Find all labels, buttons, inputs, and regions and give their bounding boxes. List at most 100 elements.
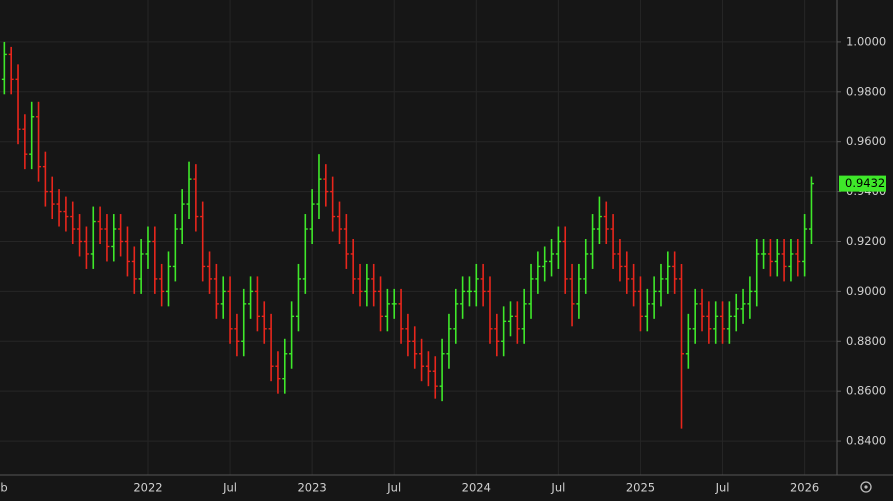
ohlc-bar: [802, 214, 808, 277]
ohlc-bar: [1, 41, 7, 95]
ohlc-bar: [241, 288, 247, 357]
ohlc-bar: [289, 301, 295, 369]
ohlc-bar: [637, 276, 643, 332]
ohlc-bar: [166, 251, 171, 307]
ohlc-bar: [747, 276, 753, 319]
y-tick-label: 0.9000: [846, 284, 886, 298]
ohlc-bar: [528, 263, 534, 319]
ohlc-bar: [138, 238, 144, 294]
ohlc-bar: [610, 214, 616, 269]
ohlc-bar: [254, 276, 260, 332]
x-tick-label: Jul: [715, 481, 730, 495]
ohlc-bar: [36, 101, 42, 182]
ohlc-bar: [398, 288, 404, 344]
ohlc-bar: [323, 164, 329, 207]
ohlc-bar: [227, 276, 233, 344]
ohlc-bar: [740, 288, 746, 324]
x-tick-label: Jul: [222, 481, 237, 495]
y-tick-label: 0.8400: [846, 434, 886, 448]
ohlc-bar: [15, 64, 21, 145]
ohlc-bar: [576, 263, 582, 319]
ohlc-bar: [405, 313, 411, 357]
ohlc-bar: [713, 301, 719, 344]
ohlc-bar: [487, 276, 493, 344]
ohlc-bar: [617, 238, 623, 282]
ohlc-bar: [665, 251, 671, 294]
x-tick-label: 2023: [297, 481, 326, 495]
ohlc-bar: [590, 214, 596, 269]
ohlc-bar: [111, 214, 117, 262]
ohlc-bar: [562, 226, 568, 294]
x-tick-label: Jul: [386, 481, 401, 495]
ohlc-bar: [754, 238, 760, 307]
ohlc-bar: [384, 288, 390, 332]
y-tick-label: 0.8600: [846, 384, 886, 398]
ohlc-bar: [795, 238, 801, 277]
ohlc-bar: [193, 164, 199, 232]
labels: 0.84000.86000.88000.90000.92000.94000.96…: [0, 34, 886, 494]
ohlc-bar: [357, 263, 363, 307]
ohlc-bar: [302, 214, 308, 294]
ohlc-bar: [309, 189, 315, 244]
ohlc-bar: [152, 226, 158, 294]
ohlc-bar: [535, 251, 541, 294]
x-tick-label: 2025: [626, 481, 655, 495]
ohlc-bar: [131, 246, 137, 294]
ohlc-bar: [808, 176, 814, 244]
ohlc-bar: [761, 238, 767, 269]
ohlc-bar: [29, 101, 35, 170]
ohlc-bar: [337, 201, 342, 244]
ohlc-bar: [124, 226, 130, 277]
ohlc-bar: [596, 196, 602, 244]
settings-icon[interactable]: [860, 481, 872, 493]
ohlc-bar: [466, 276, 472, 307]
ohlc-bar: [248, 276, 254, 319]
ohlc-bar: [679, 263, 684, 429]
ohlc-bar: [63, 196, 69, 232]
ohlc-bar: [268, 313, 274, 382]
ohlc-bar: [583, 238, 589, 294]
ohlc-bar: [473, 263, 479, 307]
last-price-box: [839, 175, 886, 192]
ohlc-bar: [446, 313, 452, 369]
ohlc-bar: [419, 338, 425, 382]
ohlc-bar: [692, 288, 698, 344]
ohlc-bar: [672, 251, 678, 294]
ohlc-bar: [569, 263, 575, 327]
y-tick-label: 0.9800: [846, 84, 886, 98]
ohlc-bar: [261, 301, 267, 344]
ohlc-bar: [699, 288, 705, 332]
x-tick-label: 2022: [133, 481, 162, 495]
ohlc-bar: [282, 338, 288, 394]
gear[interactable]: [860, 481, 872, 493]
ohlc-bar: [624, 251, 630, 294]
ohlc-bar: [350, 238, 356, 294]
ohlc-bar: [275, 351, 281, 394]
bars: [1, 41, 814, 429]
x-tick-label: 2024: [462, 481, 491, 495]
ohlc-bar: [644, 288, 650, 332]
ohlc-bar: [391, 288, 397, 319]
ohlc-bar: [343, 214, 349, 269]
ohlc-bar: [70, 201, 76, 244]
ohlc-bar: [49, 176, 55, 220]
ohlc-bar: [371, 263, 377, 307]
ohlc-bar: [22, 114, 28, 170]
y-tick-label: 0.9200: [846, 234, 886, 248]
ohlc-bar: [295, 263, 301, 332]
ohlc-bar: [726, 301, 732, 344]
ohlc-bar: [494, 313, 500, 357]
ohlc-bar: [774, 238, 780, 277]
ohlc-bar: [460, 276, 466, 319]
ohlc-bar: [220, 276, 226, 319]
ohlc-bar: [651, 276, 657, 319]
gear-center: [864, 485, 868, 489]
ohlc-bar: [179, 189, 185, 244]
ohlc-bar: [549, 238, 555, 277]
y-tick-label: 0.8800: [846, 334, 886, 348]
ohlc-bar: [542, 246, 548, 282]
ohlc-bar: [104, 214, 110, 262]
ohlc-bar: [631, 263, 637, 307]
